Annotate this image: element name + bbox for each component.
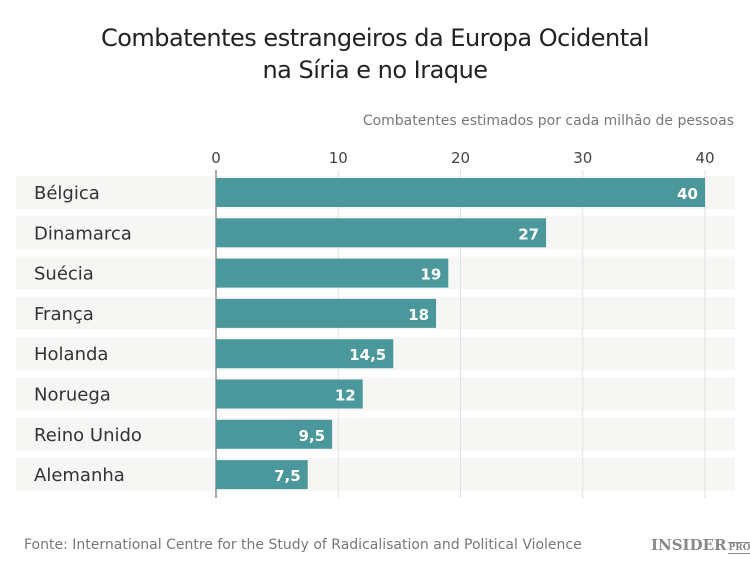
insider-pro-logo: INSIDER PRO xyxy=(651,536,750,554)
category-label: Noruega xyxy=(34,385,111,406)
category-label: França xyxy=(34,304,94,325)
data-label: 7,5 xyxy=(274,467,301,485)
bar xyxy=(216,419,333,449)
bar xyxy=(216,258,449,288)
row-background xyxy=(16,417,735,451)
data-label: 18 xyxy=(408,306,429,324)
x-tick-label: 20 xyxy=(451,149,470,167)
x-axis-label: Combatentes estimados por cada milhão de… xyxy=(362,113,734,129)
data-label: 14,5 xyxy=(349,346,386,364)
row-background xyxy=(16,458,735,492)
x-tick-label: 30 xyxy=(573,149,592,167)
data-label: 27 xyxy=(518,225,539,243)
data-label: 12 xyxy=(335,387,356,405)
x-tick-label: 0 xyxy=(211,149,221,167)
title-line-1: Combatentes estrangeiros da Europa Ocide… xyxy=(100,24,650,52)
bar xyxy=(216,178,705,207)
category-label: Alemanha xyxy=(34,465,125,486)
source-note: Fonte: International Centre for the Stud… xyxy=(24,537,582,553)
bar xyxy=(216,218,547,248)
x-tick-label: 40 xyxy=(695,149,714,167)
category-label: Dinamarca xyxy=(34,223,132,244)
data-label: 19 xyxy=(420,266,441,284)
category-label: Holanda xyxy=(34,344,108,365)
row-background xyxy=(16,377,735,411)
bar xyxy=(216,298,437,328)
bar xyxy=(216,460,308,490)
data-label: 40 xyxy=(677,185,698,203)
x-tick-label: 10 xyxy=(329,149,348,167)
category-label: Reino Unido xyxy=(34,425,142,446)
bar xyxy=(216,339,394,369)
bar xyxy=(216,379,363,409)
title-line-2: na Síria e no Iraque xyxy=(262,56,488,84)
data-label: 9,5 xyxy=(299,427,326,445)
category-label: Suécia xyxy=(34,264,94,285)
category-label: Bélgica xyxy=(34,183,100,204)
chart-title: Combatentes estrangeiros da Europa Ocide… xyxy=(0,22,750,86)
